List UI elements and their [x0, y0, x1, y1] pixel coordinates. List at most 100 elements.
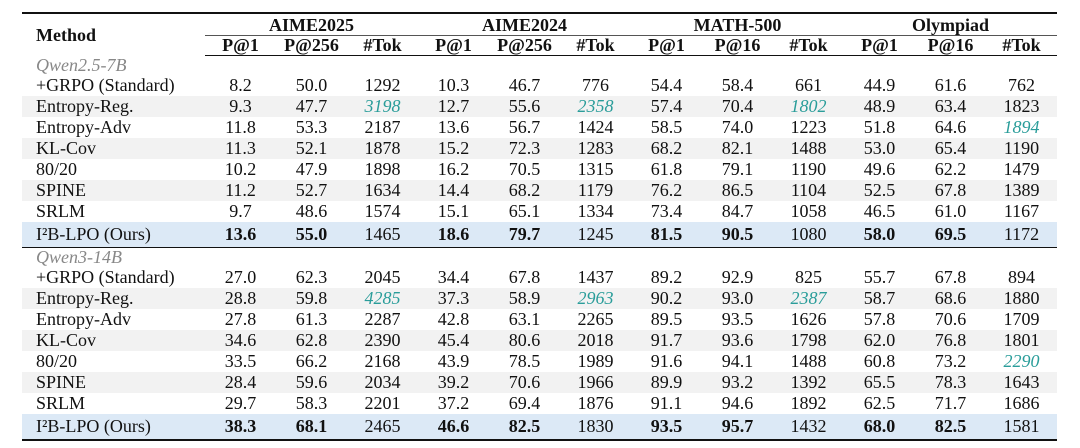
- method-row: SPINE 11.2 52.7 1634 14.4 68.2 1179 76.2 86.5 110…: [22, 180, 1057, 201]
- value-cell: 51.8: [863, 117, 896, 137]
- value-cell: 55.0: [276, 222, 347, 248]
- value-cell: 1686: [1003, 393, 1040, 413]
- value-cell: 89.9: [631, 372, 702, 393]
- value-cell: 2018: [560, 330, 631, 351]
- value-cell: 2265: [577, 309, 614, 329]
- value-cell: 34.4: [437, 267, 470, 287]
- value-cell: 63.1: [508, 309, 541, 329]
- value-cell: 49.6: [863, 159, 896, 179]
- value-cell: 66.2: [295, 351, 328, 371]
- method-name: I²B-LPO (Ours): [22, 414, 205, 441]
- column-header: P@1: [418, 35, 489, 56]
- value-cell: 1334: [577, 201, 614, 221]
- value-cell: 9.7: [229, 201, 252, 221]
- value-cell: 59.8: [276, 288, 347, 309]
- value-cell: 71.7: [934, 393, 967, 413]
- value-cell: 61.6: [934, 75, 967, 95]
- value-cell: 94.6: [721, 393, 754, 413]
- value-cell: 14.4: [418, 180, 489, 201]
- value-cell: 68.0: [844, 414, 915, 441]
- value-cell: 1488: [790, 351, 827, 371]
- value-cell: 74.0: [721, 117, 754, 137]
- value-cell: 2390: [347, 330, 418, 351]
- method-row: SRLM 29.7 58.3 2201 37.2 69.4 1876 91.1 94.6 1892…: [22, 393, 1057, 414]
- value-cell: 1878: [347, 138, 418, 159]
- group-header: MATH-500: [631, 12, 844, 36]
- value-cell: 67.8: [934, 267, 967, 287]
- value-cell: 2465: [347, 414, 418, 441]
- table-body: Qwen2.5-7B +GRPO (Standard) 8.2 50.0 1292 10.…: [22, 56, 1057, 441]
- value-cell: 1172: [986, 222, 1057, 248]
- value-cell: 34.6: [205, 330, 276, 351]
- value-cell: 65.4: [915, 138, 986, 159]
- value-cell: 53.3: [295, 117, 328, 137]
- results-table: Method AIME2025 AIME2024 MATH-500 Olympiad P@…: [22, 12, 1057, 441]
- value-cell: 1465: [347, 222, 418, 248]
- value-cell: 1830: [560, 414, 631, 441]
- value-cell: 1488: [773, 138, 844, 159]
- value-cell: 2187: [364, 117, 401, 137]
- value-cell: 12.7: [418, 96, 489, 117]
- value-cell: 661: [795, 75, 822, 95]
- value-cell: 42.8: [437, 309, 470, 329]
- value-cell: 61.0: [934, 201, 967, 221]
- value-cell: 1801: [986, 330, 1057, 351]
- value-cell: 1643: [986, 372, 1057, 393]
- value-cell: 65.1: [508, 201, 541, 221]
- value-cell: 37.2: [437, 393, 470, 413]
- value-cell: 9.3: [205, 96, 276, 117]
- value-cell: 45.4: [418, 330, 489, 351]
- value-cell: 1292: [364, 75, 401, 95]
- value-cell: 44.9: [863, 75, 896, 95]
- value-cell: 38.3: [205, 414, 276, 441]
- value-cell: 13.6: [205, 222, 276, 248]
- value-cell: 1190: [790, 159, 827, 179]
- value-cell: 61.8: [650, 159, 683, 179]
- value-cell: 93.6: [702, 330, 773, 351]
- value-cell: 73.4: [650, 201, 683, 221]
- value-cell: 82.5: [915, 414, 986, 441]
- ours-row: I²B-LPO (Ours) 38.3 68.1 2465 46.6 82.5 1830 93…: [22, 414, 1057, 441]
- value-cell: 11.2: [205, 180, 276, 201]
- value-cell: 13.6: [437, 117, 470, 137]
- value-cell: 1634: [347, 180, 418, 201]
- value-cell: 72.3: [489, 138, 560, 159]
- value-cell: 1392: [773, 372, 844, 393]
- method-name: KL-Cov: [22, 138, 205, 159]
- value-cell: 70.5: [508, 159, 541, 179]
- method-row: +GRPO (Standard) 8.2 50.0 1292 10.3 46.7 776 54…: [22, 75, 1057, 96]
- value-cell: 76.8: [915, 330, 986, 351]
- value-cell: 2963: [560, 288, 631, 309]
- column-header: P@1: [631, 35, 702, 56]
- value-cell: 46.5: [863, 201, 896, 221]
- value-cell: 91.7: [631, 330, 702, 351]
- value-cell: 94.1: [721, 351, 754, 371]
- value-cell: 95.7: [702, 414, 773, 441]
- value-cell: 50.0: [295, 75, 328, 95]
- value-cell: 79.7: [489, 222, 560, 248]
- column-header: P@1: [844, 35, 915, 56]
- method-name: Entropy-Adv: [36, 117, 131, 137]
- value-cell: 39.2: [418, 372, 489, 393]
- method-name: Entropy-Reg.: [22, 96, 205, 117]
- value-cell: 58.9: [489, 288, 560, 309]
- column-header: #Tok: [560, 35, 631, 56]
- method-row: KL-Cov 34.6 62.8 2390 45.4 80.6 2018 91.7 93.6 17…: [22, 330, 1057, 351]
- method-header: Method: [22, 12, 205, 56]
- method-name: +GRPO (Standard): [36, 267, 175, 287]
- method-name: SRLM: [36, 201, 86, 221]
- value-cell: 78.3: [915, 372, 986, 393]
- method-name: 80/20: [36, 159, 78, 179]
- value-cell: 1283: [560, 138, 631, 159]
- value-cell: 1167: [1003, 201, 1040, 221]
- value-cell: 825: [795, 267, 822, 287]
- value-cell: 776: [582, 75, 609, 95]
- value-cell: 52.1: [276, 138, 347, 159]
- value-cell: 56.7: [508, 117, 541, 137]
- value-cell: 15.2: [418, 138, 489, 159]
- value-cell: 73.2: [934, 351, 967, 371]
- section-row: Qwen2.5-7B: [22, 56, 1057, 76]
- method-name: 80/20: [36, 351, 78, 371]
- group-header: Olympiad: [844, 12, 1057, 36]
- method-row: SPINE 28.4 59.6 2034 39.2 70.6 1966 89.9 93.2 139…: [22, 372, 1057, 393]
